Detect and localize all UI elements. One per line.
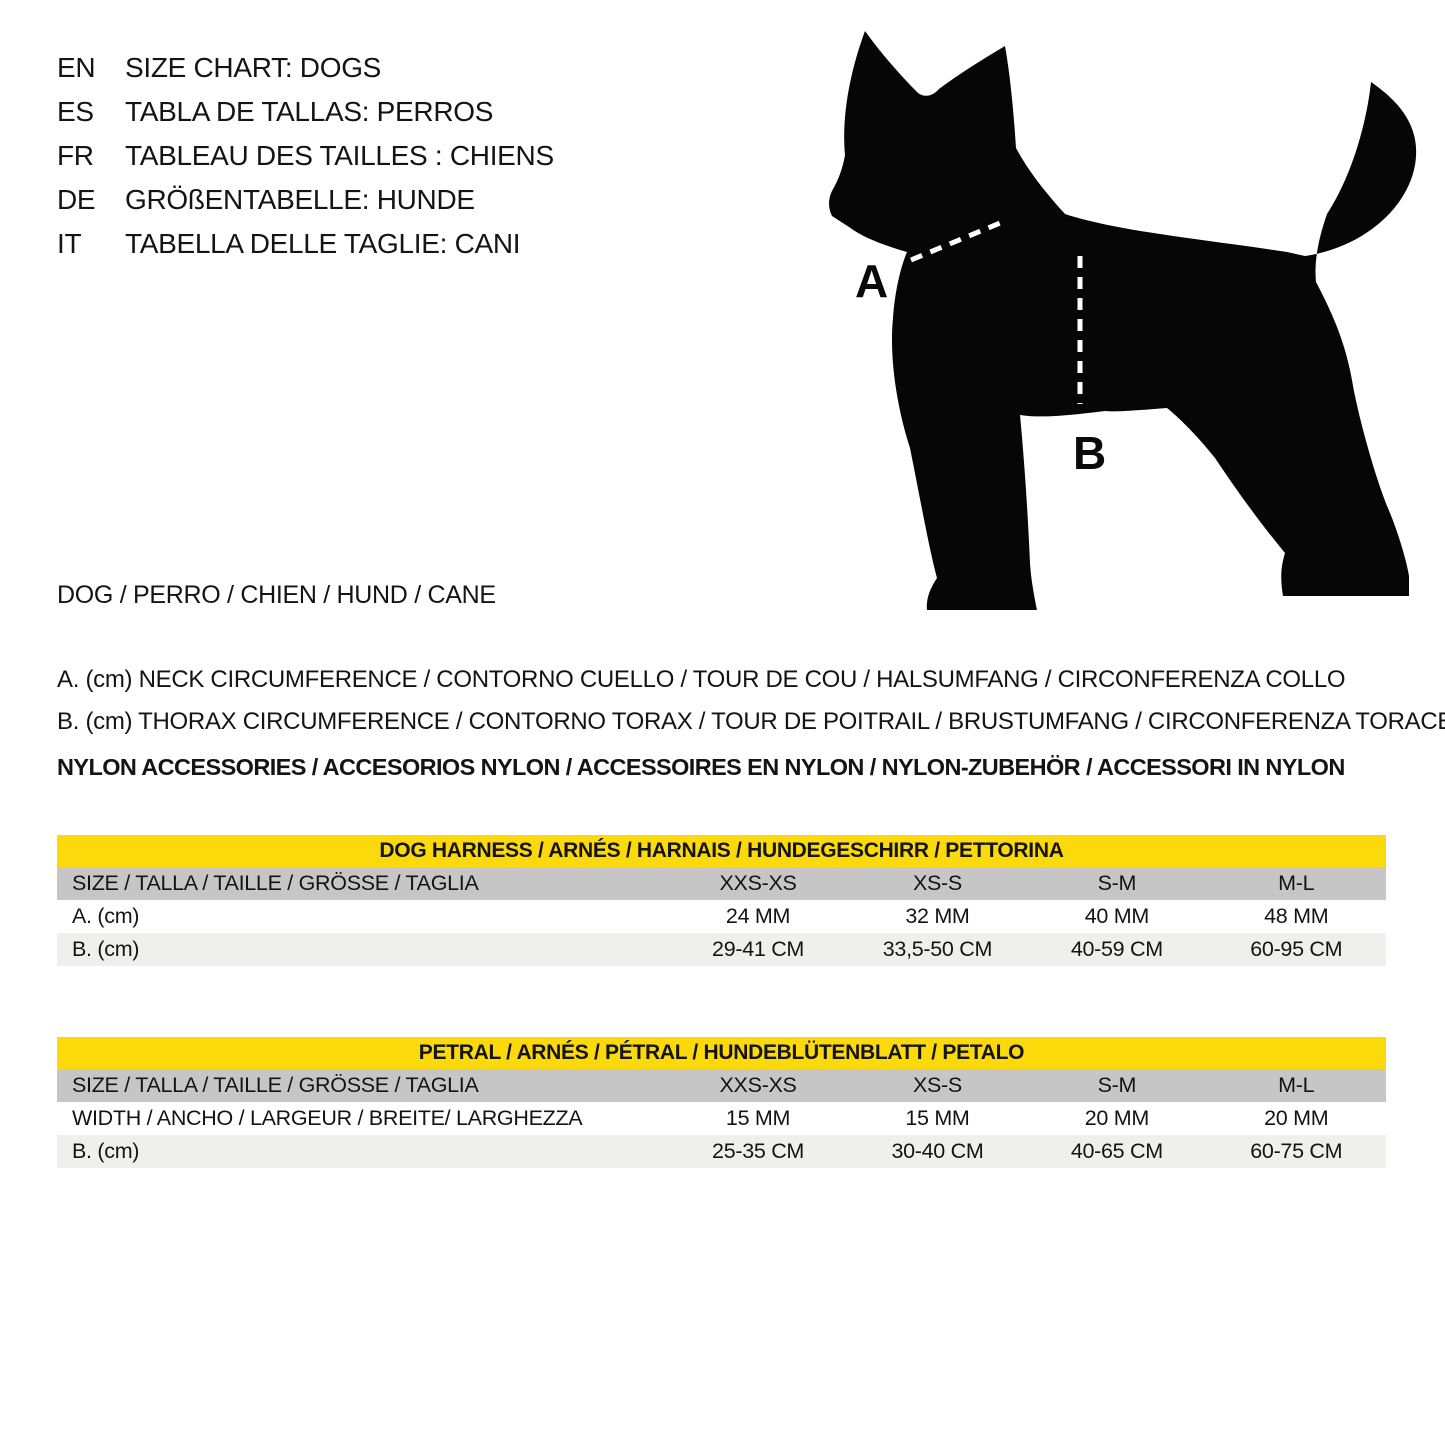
language-row-es: ES TABLA DE TALLAS: PERROS	[57, 90, 554, 134]
size-header-label: SIZE / TALLA / TAILLE / GRÖSSE / TAGLIA	[72, 1073, 479, 1097]
language-title: TABLEAU DES TAILLES : CHIENS	[125, 140, 554, 171]
value-cell: 20 MM	[1264, 1106, 1329, 1130]
size-column-header: XS-S	[912, 871, 962, 895]
table-row: B. (cm) 25-35 CM 30-40 CM 40-65 CM 60-75…	[57, 1135, 1386, 1168]
value-cell: 48 MM	[1264, 904, 1329, 928]
language-row-fr: FR TABLEAU DES TAILLES : CHIENS	[57, 134, 554, 178]
value-cell: 24 MM	[725, 904, 791, 928]
language-row-en: EN SIZE CHART: DOGS	[57, 46, 554, 90]
measure-marker-a: A	[855, 255, 888, 307]
value-cell: 60-75 CM	[1250, 1139, 1343, 1163]
language-row-de: DE GRÖßENTABELLE: HUNDE	[57, 178, 554, 222]
size-column-header: XXS-XS	[719, 871, 797, 895]
table-row: A. (cm) 24 MM 32 MM 40 MM 48 MM	[57, 900, 1386, 933]
language-title: GRÖßENTABELLE: HUNDE	[125, 184, 475, 215]
size-column-header: S-M	[1097, 1073, 1137, 1097]
size-column-header: M-L	[1278, 871, 1315, 895]
value-cell: 33,5-50 CM	[882, 937, 993, 961]
value-cell: 32 MM	[905, 904, 970, 928]
animal-caption: DOG / PERRO / CHIEN / HUND / CANE	[57, 581, 496, 609]
row-label: B. (cm)	[72, 1139, 140, 1163]
value-cell: 20 MM	[1084, 1106, 1150, 1130]
size-column-header: XS-S	[912, 1073, 962, 1097]
table-size-header-row: SIZE / TALLA / TAILLE / GRÖSSE / TAGLIA …	[57, 867, 1386, 900]
size-column-header: M-L	[1278, 1073, 1315, 1097]
size-column-header: S-M	[1097, 871, 1137, 895]
language-code: ES	[57, 96, 94, 127]
petral-size-table: PETRAL / ARNÉS / PÉTRAL / HUNDEBLÜTENBLA…	[57, 1037, 1386, 1168]
value-cell: 29-41 CM	[712, 937, 805, 961]
language-row-it: IT TABELLA DELLE TAGLIE: CANI	[57, 222, 554, 266]
value-cell: 30-40 CM	[891, 1139, 984, 1163]
language-code: FR	[57, 140, 94, 171]
measure-marker-b: B	[1073, 427, 1106, 479]
value-cell: 40 MM	[1084, 904, 1150, 928]
note-materials: NYLON ACCESSORIES / ACCESORIOS NYLON / A…	[57, 754, 1345, 780]
language-list: EN SIZE CHART: DOGS ES TABLA DE TALLAS: …	[57, 46, 554, 266]
table-title: DOG HARNESS / ARNÉS / HARNAIS / HUNDEGES…	[57, 835, 1386, 867]
table-size-header-row: SIZE / TALLA / TAILLE / GRÖSSE / TAGLIA …	[57, 1069, 1386, 1102]
language-title: TABLA DE TALLAS: PERROS	[125, 96, 494, 127]
dog-silhouette-shape	[829, 31, 1417, 610]
value-cell: 15 MM	[905, 1106, 970, 1130]
size-header-label: SIZE / TALLA / TAILLE / GRÖSSE / TAGLIA	[72, 871, 479, 895]
language-code: EN	[57, 52, 96, 83]
neck-measurement-line	[910, 220, 1001, 263]
value-cell: 40-59 CM	[1070, 937, 1163, 961]
row-label: WIDTH / ANCHO / LARGEUR / BREITE/ LARGHE…	[72, 1106, 583, 1130]
dog-silhouette-icon	[829, 31, 1417, 610]
language-title: SIZE CHART: DOGS	[125, 52, 382, 83]
size-column-header: XXS-XS	[719, 1073, 797, 1097]
table-title: PETRAL / ARNÉS / PÉTRAL / HUNDEBLÜTENBLA…	[57, 1037, 1386, 1069]
row-label: A. (cm)	[72, 904, 140, 928]
note-thorax-circumference: B. (cm) THORAX CIRCUMFERENCE / CONTORNO …	[57, 708, 1445, 735]
value-cell: 15 MM	[725, 1106, 791, 1130]
table-row: WIDTH / ANCHO / LARGEUR / BREITE/ LARGHE…	[57, 1102, 1386, 1135]
value-cell: 40-65 CM	[1070, 1139, 1163, 1163]
harness-size-table: DOG HARNESS / ARNÉS / HARNAIS / HUNDEGES…	[57, 835, 1386, 966]
value-cell: 60-95 CM	[1250, 937, 1343, 961]
note-neck-circumference: A. (cm) NECK CIRCUMFERENCE / CONTORNO CU…	[57, 666, 1346, 693]
table-row: B. (cm) 29-41 CM 33,5-50 CM 40-59 CM 60-…	[57, 933, 1386, 966]
row-label: B. (cm)	[72, 937, 140, 961]
dog-measurement-diagram: A B	[815, 18, 1427, 666]
language-code: IT	[57, 228, 82, 259]
language-code: DE	[57, 184, 96, 215]
language-title: TABELLA DELLE TAGLIE: CANI	[125, 228, 521, 259]
value-cell: 25-35 CM	[712, 1139, 805, 1163]
